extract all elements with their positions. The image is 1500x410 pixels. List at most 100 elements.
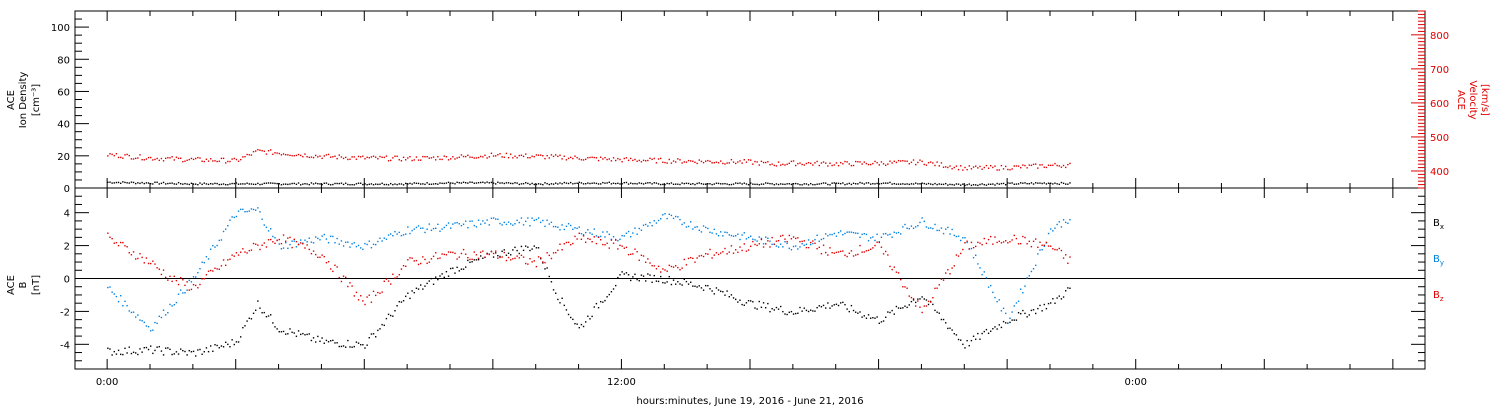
by-point (623, 235, 625, 237)
bz-point (814, 242, 816, 244)
bx-point (962, 343, 964, 346)
velocity-point (726, 162, 728, 164)
by-point (1043, 245, 1045, 248)
velocity-point (615, 159, 617, 162)
density-point (756, 183, 758, 186)
bx-point (540, 257, 542, 260)
bx-point (981, 332, 983, 335)
bx-point (651, 281, 653, 284)
by-point (480, 223, 482, 225)
bx-point (767, 302, 769, 305)
by-point (227, 225, 229, 227)
bx-point (199, 348, 201, 351)
bz-point (192, 284, 195, 286)
bz-point (325, 261, 328, 264)
legend-bx: Bx (1433, 218, 1444, 231)
density-point (1065, 183, 1067, 185)
velocity-point (625, 157, 628, 159)
bz-point (334, 264, 336, 266)
bz-point (126, 246, 128, 248)
by-point (411, 229, 413, 232)
density-point (422, 183, 424, 185)
by-point (563, 228, 565, 231)
bz-point (297, 243, 300, 246)
bz-point (353, 295, 355, 297)
bx-point (640, 274, 643, 276)
velocity-point (580, 159, 583, 161)
bx-point (861, 316, 863, 318)
by-point (225, 228, 227, 230)
by-point (537, 217, 540, 219)
velocity-point (750, 159, 752, 161)
bx-point (728, 295, 730, 298)
velocity-point (777, 161, 780, 163)
bz-point (1000, 242, 1003, 244)
bx-point (910, 300, 913, 303)
velocity-point (372, 155, 375, 157)
velocity-point (132, 158, 135, 160)
bz-point (683, 258, 685, 261)
bz-point (799, 240, 801, 243)
density-point (308, 183, 310, 186)
velocity-point (195, 157, 197, 160)
bx-point (925, 299, 928, 301)
bz-point (557, 249, 559, 252)
density-point (1056, 183, 1058, 185)
bz-point (218, 268, 220, 270)
by-point (591, 233, 593, 235)
bz-point (724, 247, 726, 250)
bz-point (670, 265, 673, 268)
density-point (876, 182, 878, 185)
bz-point (274, 242, 276, 245)
bz-point (1050, 245, 1052, 247)
bz-point (169, 275, 171, 278)
bz-point (908, 295, 910, 297)
by-point (902, 226, 904, 228)
bz-point (827, 254, 829, 256)
density-point (737, 182, 739, 185)
bz-point (379, 292, 381, 295)
bz-point (949, 273, 951, 275)
velocity-point (735, 162, 737, 165)
density-point (1032, 183, 1035, 185)
by-point (334, 242, 336, 244)
velocity-point (497, 153, 499, 156)
density-point (979, 183, 981, 186)
bx-point (726, 290, 728, 292)
density-point (360, 182, 362, 184)
velocity-point (278, 152, 280, 155)
bx-point (287, 333, 289, 335)
by-point (895, 232, 898, 234)
by-point (855, 232, 857, 234)
bx-point (154, 349, 156, 352)
velocity-point (450, 158, 452, 160)
density-point (818, 183, 820, 185)
by-point (158, 315, 160, 318)
by-point (473, 224, 475, 227)
by-point (1005, 312, 1007, 315)
bx-point (700, 287, 703, 289)
by-point (801, 242, 803, 245)
by-point (467, 226, 469, 229)
velocity-point (754, 160, 756, 163)
bz-point (184, 284, 186, 287)
density-point (533, 183, 535, 186)
by-point (205, 256, 208, 258)
velocity-point (546, 154, 548, 157)
bx-point (621, 271, 623, 273)
bx-point (377, 329, 379, 332)
bz-point (964, 242, 966, 244)
density-point (190, 182, 193, 185)
density-point (323, 182, 325, 185)
bz-point (469, 258, 471, 261)
velocity-point (831, 164, 833, 167)
velocity-point (156, 157, 158, 160)
by-point (949, 233, 951, 235)
by-point (417, 225, 420, 227)
density-point (1054, 182, 1056, 184)
bx-point (593, 306, 595, 308)
bx-point (533, 245, 535, 247)
bx-point (1065, 290, 1067, 292)
bx-point (990, 330, 992, 332)
bx-point (1015, 319, 1018, 321)
